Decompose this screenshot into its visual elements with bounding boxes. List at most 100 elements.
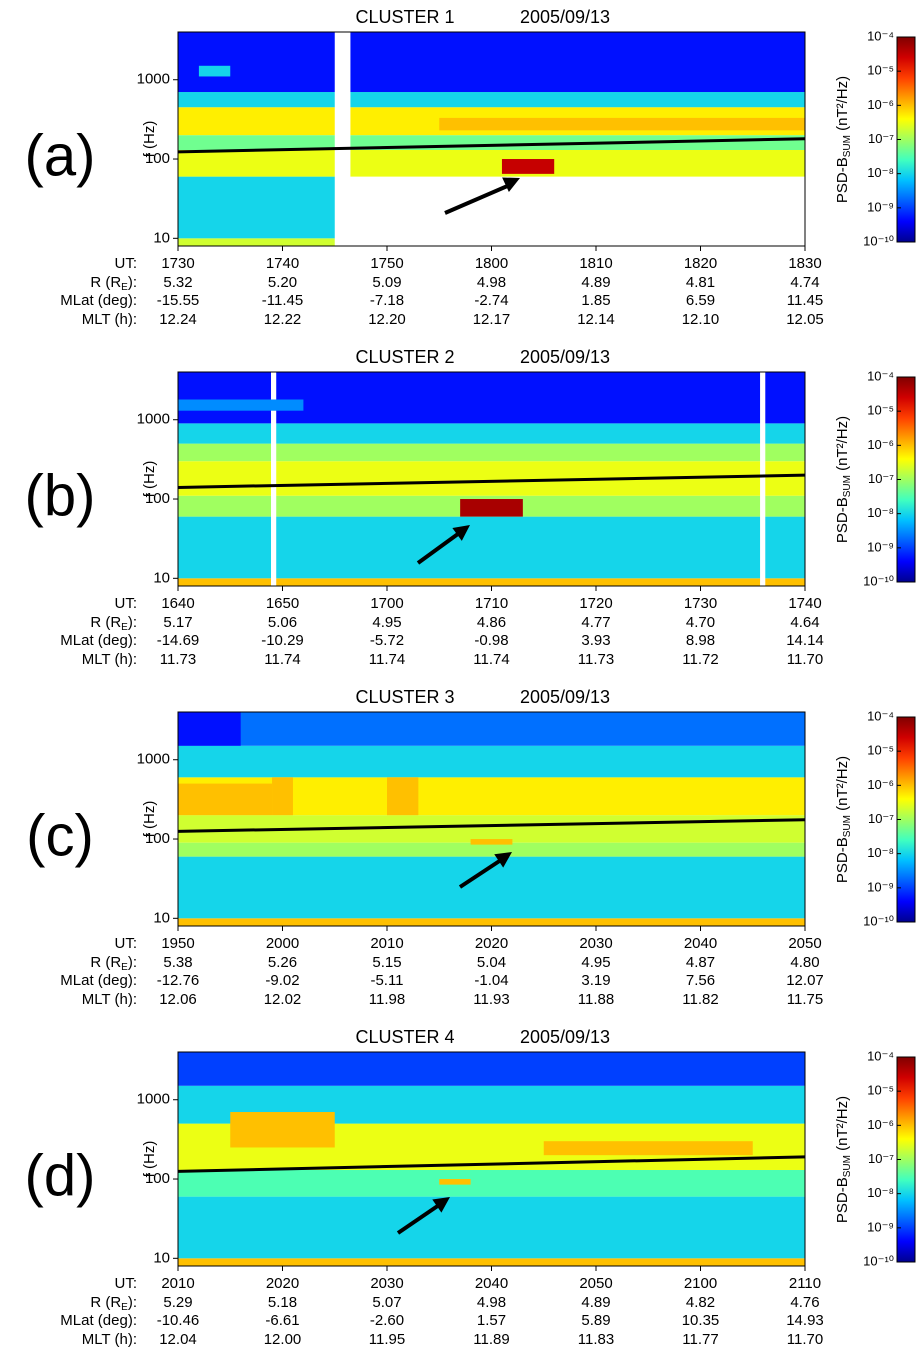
row-value: 5.07 [372, 1294, 401, 1311]
row-label-part: MLat (deg): [60, 972, 137, 989]
row-value: -10.46 [157, 1312, 200, 1329]
row-value: -1.04 [474, 972, 508, 989]
row-value: 4.77 [581, 614, 610, 631]
spectrogram-patch [439, 117, 805, 131]
x-tick-label: 1950 [161, 935, 194, 952]
colorbar-tick-label: 10⁻⁵ [867, 403, 894, 418]
spectrogram-cell [178, 423, 272, 444]
row-value: 5.29 [163, 1294, 192, 1311]
colorbar-tick-label: 10⁻⁵ [867, 743, 894, 758]
row-value: 11.73 [160, 651, 196, 668]
colorbar-label-part: SUM [842, 1155, 853, 1177]
row-label: MLat (deg): [60, 632, 137, 649]
chart-date: 2005/09/13 [520, 347, 610, 367]
row-value: 14.93 [786, 1312, 824, 1329]
row-value: 10.35 [682, 1312, 720, 1329]
row-value: 1.57 [477, 1312, 506, 1329]
panel-label: (a) [25, 123, 96, 188]
colorbar-tick-label: 10⁻⁹ [867, 879, 894, 894]
row-value: 4.95 [581, 954, 610, 971]
row-value: 4.82 [686, 1294, 715, 1311]
row-value: 11.74 [473, 651, 509, 668]
x-tick-label: 1640 [161, 595, 194, 612]
row-value: 4.86 [477, 614, 506, 631]
x-tick-label: 2050 [579, 1275, 612, 1292]
reference-line [178, 818, 805, 833]
colorbar-tick-label: 10⁻⁶ [867, 437, 894, 452]
row-value: 4.76 [790, 1294, 819, 1311]
chart-title: CLUSTER 1 [355, 7, 454, 27]
y-tick-label: 100 [145, 1170, 170, 1187]
arrow-head [432, 1197, 450, 1213]
spectrogram-patch [387, 777, 419, 816]
row-label: MLT (h): [82, 1331, 137, 1348]
row-value: 5.15 [372, 954, 401, 971]
row-value: 12.20 [368, 311, 406, 328]
colorbar-label: PSD-BSUM (nT²/Hz) [834, 1096, 853, 1223]
row-value: 11.72 [682, 651, 718, 668]
colorbar-label: PSD-BSUM (nT²/Hz) [834, 756, 853, 883]
colorbar-label-part: (nT²/Hz) [834, 416, 851, 475]
y-axis-label: f (Hz) [141, 121, 158, 158]
row-value: -14.69 [157, 632, 200, 649]
row-value: 5.26 [268, 954, 297, 971]
colorbar-label-part: SUM [842, 475, 853, 497]
row-label: R (RE): [90, 1294, 137, 1313]
chart-date: 2005/09/13 [520, 687, 610, 707]
plot-area [178, 712, 805, 926]
spectrogram-patch [178, 783, 273, 816]
row-value: 11.88 [578, 991, 614, 1008]
arrow [396, 1201, 444, 1235]
y-tick-label: 1000 [137, 71, 170, 88]
colorbar-tick-label: 10⁻⁷ [868, 131, 894, 146]
x-tick-label: 2020 [475, 935, 508, 952]
reference-line [178, 473, 805, 489]
spectrogram-patch [460, 499, 523, 517]
x-tick-label: 1710 [475, 595, 508, 612]
row-value: -12.76 [157, 972, 200, 989]
x-tick-label: 1720 [579, 595, 612, 612]
spectrogram-patch [543, 1141, 753, 1156]
row-value: 5.89 [581, 1312, 610, 1329]
x-tick-label: 2050 [788, 935, 821, 952]
x-tick-label: 1740 [788, 595, 821, 612]
colorbar-label-part: (nT²/Hz) [834, 756, 851, 815]
spectrogram-cell [178, 842, 805, 857]
row-label-part: MLT (h): [82, 651, 137, 668]
row-value: 12.00 [264, 1331, 302, 1348]
y-tick-label: 100 [145, 830, 170, 847]
colorbar-tick-label: 10⁻⁹ [867, 539, 894, 554]
row-value: 11.73 [578, 651, 614, 668]
spectrogram-cell [765, 516, 805, 579]
row-value: 5.32 [163, 274, 192, 291]
y-tick-label: 1000 [137, 411, 170, 428]
row-value: 11.75 [787, 991, 823, 1008]
row-value: 5.20 [268, 274, 297, 291]
colorbar-tick-label: 10⁻⁶ [867, 1117, 894, 1132]
plot-area [178, 32, 805, 246]
spectrogram-cell [178, 495, 272, 517]
spectrogram-patch [230, 1112, 335, 1148]
colorbar-tick-label: 10⁻⁶ [867, 97, 894, 112]
row-value: -15.55 [157, 292, 200, 309]
x-tick-label: 1820 [684, 255, 717, 272]
row-value: 4.70 [686, 614, 715, 631]
x-tick-label: 2020 [266, 1275, 299, 1292]
panel: (b) CLUSTER 2 2005/09/13 f (Hz) 10 100 1000 UT:… [25, 347, 916, 668]
row-label-part: E [121, 962, 128, 973]
colorbar-tick-label: 10⁻⁵ [867, 63, 894, 78]
spectrogram-patch [501, 159, 555, 174]
colorbar-tick-label: 10⁻⁸ [867, 165, 894, 180]
row-value: 4.64 [790, 614, 819, 631]
row-value: 3.19 [581, 972, 610, 989]
colorbar-tick-label: 10⁻⁷ [868, 811, 894, 826]
colorbar-tick-label: 10⁻⁸ [867, 1185, 894, 1200]
row-value: 12.14 [577, 311, 615, 328]
x-tick-label: 1650 [266, 595, 299, 612]
colorbar-tick-label: 10⁻¹⁰ [863, 913, 894, 928]
spectrogram-cell [178, 32, 335, 93]
spectrogram-cell [178, 107, 335, 136]
row-value: 4.89 [581, 1294, 610, 1311]
row-label-part: R (R [90, 274, 121, 291]
